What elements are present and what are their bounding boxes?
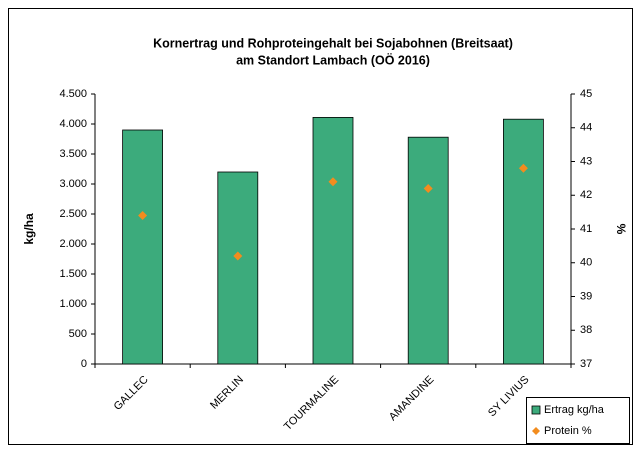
- legend-label: Ertrag kg/ha: [544, 404, 605, 416]
- bar: [122, 129, 163, 365]
- bar: [312, 117, 354, 365]
- bar: [407, 136, 449, 365]
- legend-swatch: [532, 427, 540, 435]
- legend-box: [526, 397, 630, 444]
- legend-label: Protein %: [544, 425, 592, 437]
- y-axis-label: kg/ha: [22, 213, 36, 245]
- y2-axis-label: %: [614, 224, 628, 235]
- y-tick-label: 3.500: [59, 148, 87, 160]
- y-tick-label: 4.000: [59, 118, 87, 130]
- y2-tick-label: 44: [580, 122, 592, 134]
- y2-tick-label: 45: [580, 88, 592, 100]
- y-tick-label: 1.500: [59, 268, 87, 280]
- y-tick-label: 500: [69, 328, 87, 340]
- legend-swatch: [531, 405, 541, 415]
- y2-tick-label: 40: [580, 257, 592, 269]
- marker: [138, 211, 148, 220]
- y-tick-label: 3.000: [59, 178, 87, 190]
- chart-title: am Standort Lambach (OÖ 2016): [236, 52, 430, 67]
- y2-tick-label: 39: [580, 290, 592, 302]
- y-tick-label: 0: [81, 358, 87, 370]
- y-tick-label: 1.000: [59, 298, 87, 310]
- marker: [328, 177, 338, 187]
- y-tick-label: 2.500: [59, 208, 87, 220]
- y2-tick-label: 43: [580, 155, 592, 167]
- y-tick-label: 2.000: [59, 238, 87, 250]
- chart-title: Kornertrag und Rohproteingehalt bei Soja…: [153, 36, 513, 50]
- y2-tick-label: 38: [580, 324, 592, 336]
- marker: [233, 251, 243, 261]
- y2-tick-label: 37: [580, 358, 592, 370]
- marker: [423, 184, 433, 193]
- y-tick-label: 4.500: [59, 88, 87, 100]
- y2-tick-label: 42: [580, 189, 592, 201]
- bar: [217, 171, 259, 365]
- y2-tick-label: 41: [580, 223, 592, 235]
- bar: [503, 118, 544, 365]
- marker: [518, 163, 528, 173]
